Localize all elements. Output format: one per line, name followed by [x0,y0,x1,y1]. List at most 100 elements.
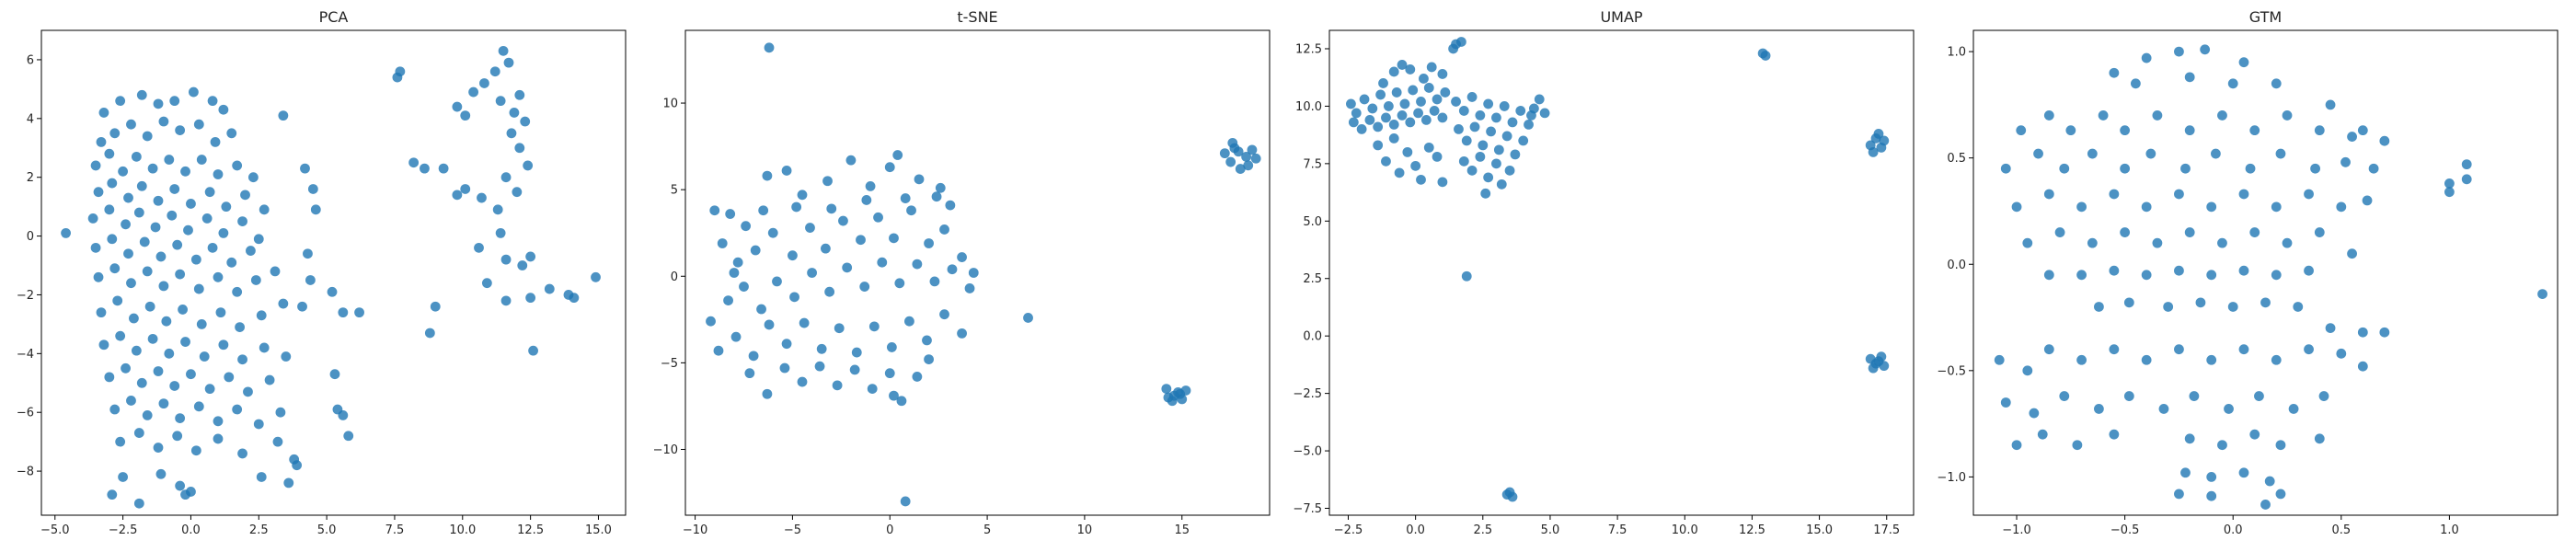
pca-point [93,271,104,282]
umap-point [1483,172,1494,183]
pca-point [169,96,180,107]
pca-point [338,307,349,318]
subplot-tsne: −10 −5 0 5 10 15 −10 −5 0 5 10 t-SNE [653,8,1271,537]
pca-point [474,242,484,253]
tsne-point [900,193,911,203]
pca-point [250,275,261,285]
pca-point [126,396,136,406]
tsne-x-tick-label: −10 [683,523,707,537]
umap-x-tick-label: 7.5 [1608,523,1627,537]
tsne-point [821,243,831,254]
pca-point [509,108,520,118]
tsne-point [968,268,979,278]
umap-y-tick-label: 0.0 [1303,330,1322,344]
umap-point [1364,115,1375,125]
gtm-x-tick-label: 0.0 [2224,523,2243,537]
pca-x-tick-label: 10.0 [449,523,476,537]
umap-point [1348,117,1359,128]
pca-point [98,108,109,118]
pca-point [189,86,199,98]
pca-point [180,337,190,347]
gtm-point [2043,189,2054,200]
pca-point [193,401,204,412]
umap-y-tick-label: 12.5 [1295,42,1322,56]
pca-point [492,204,503,215]
umap-x-tick-label: 12.5 [1739,523,1765,537]
pca-point [175,125,186,135]
pca-point [477,192,487,203]
tsne-point [884,368,895,379]
tsne-point [842,262,853,273]
gtm-point [2347,132,2357,142]
pca-point [420,163,430,174]
tsne-point [873,212,883,223]
umap-point [1480,188,1491,199]
umap-x-tick-label: 17.5 [1873,523,1900,537]
pca-point [175,413,186,423]
pca-point [109,128,121,139]
gtm-point [2141,270,2152,281]
pca-point [204,187,215,198]
tsne-plot-frame [684,29,1271,516]
tsne-point [861,195,872,205]
gtm-point [2264,476,2275,487]
pca-point [489,66,500,77]
tsne-point [856,235,866,246]
pca-point [395,66,406,77]
gtm-point [2379,135,2390,146]
umap-point [1423,142,1434,153]
umap-points [1346,37,1890,502]
tsne-point [886,342,897,352]
tsne-point [889,390,899,401]
umap-point [1458,106,1469,116]
umap-point [1455,37,1466,47]
gtm-point [2238,467,2249,478]
pca-y-tick-label: −2 [17,289,34,303]
gtm-point [2288,404,2299,414]
tsne-x-tick-label: 0 [886,523,893,537]
gtm-point [2314,227,2325,237]
tsne-point [725,209,736,219]
pca-point [506,128,517,139]
pca-point [517,260,528,270]
pca-point [158,281,169,292]
pca-point [153,366,164,376]
tsne-point [1250,153,1261,164]
pca-plot-frame [40,29,627,516]
gtm-point [2109,429,2120,440]
tsne-point [947,264,958,275]
pca-point [232,286,243,297]
gtm-point [2238,189,2249,200]
umap-point [1388,66,1399,77]
umap-point [1491,158,1501,169]
gtm-point [2249,227,2260,237]
gtm-point [2152,237,2163,248]
gtm-point [2094,404,2104,414]
pca-point [253,234,264,245]
pca-point [500,254,512,265]
gtm-point [2379,327,2390,338]
gtm-point [2238,344,2249,355]
pca-point [232,160,243,171]
umap-point [1478,140,1489,151]
pca-point [104,204,115,215]
tsne-point [845,155,857,166]
tsne-point [1241,152,1251,162]
umap-point [1359,94,1370,105]
umap-point [1461,270,1472,282]
pca-y-tick-label: 0 [27,230,34,244]
gtm-point [2260,500,2271,510]
umap-x-tick-label: 15.0 [1806,523,1833,537]
umap-point [1493,144,1504,155]
pca-point [158,398,169,409]
gtm-point [2174,489,2184,500]
pca-point [129,313,139,324]
tsne-point [706,316,716,327]
tsne-point [805,223,815,233]
pca-point [520,116,531,127]
gtm-point [2238,57,2249,68]
gtm-y-tick-label: −0.5 [1937,364,1966,378]
gtm-point [2461,174,2472,185]
pca-point [169,184,180,194]
